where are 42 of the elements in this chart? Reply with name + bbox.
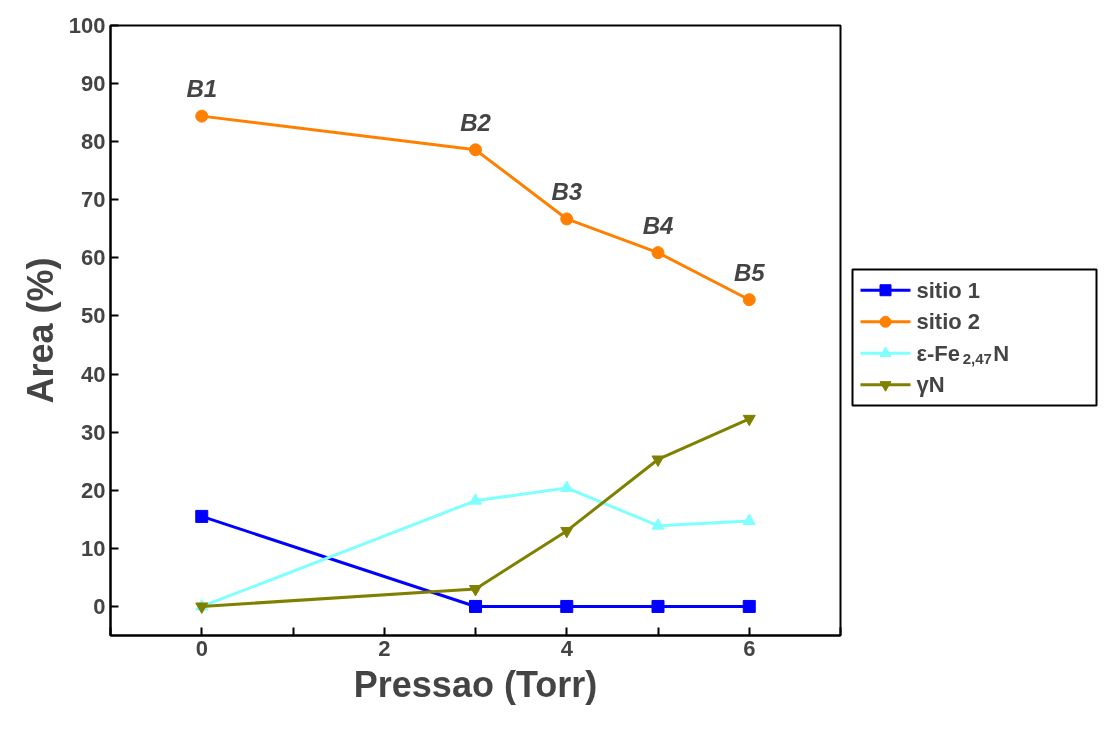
annotation: B4 <box>642 211 674 239</box>
point <box>469 599 482 613</box>
point <box>742 293 756 307</box>
y-axis-title: Area (%) <box>19 257 61 404</box>
annotation: B2 <box>460 108 492 136</box>
y-tick-label: 90 <box>81 71 106 97</box>
y-tick-label: 50 <box>81 303 106 329</box>
y-tick-label: 20 <box>81 477 106 503</box>
point <box>560 480 574 492</box>
y-tick-label: 100 <box>68 13 106 38</box>
point <box>651 455 665 467</box>
point <box>560 212 574 226</box>
annotation: B5 <box>733 258 766 286</box>
point <box>742 414 756 427</box>
x-tick-label: 4 <box>560 635 574 661</box>
annotation: B1 <box>186 75 218 103</box>
point <box>651 518 665 530</box>
legend-label: sitio 1 <box>916 277 981 303</box>
y-tick-label: 30 <box>81 419 106 445</box>
x-tick-label: 6 <box>743 635 756 661</box>
point <box>195 109 209 123</box>
legend-label: γN <box>916 372 945 398</box>
point <box>742 513 756 526</box>
point <box>742 599 756 613</box>
y-tick-label: 0 <box>93 593 106 619</box>
point <box>651 599 665 613</box>
point <box>560 599 574 613</box>
y-tick-label: 10 <box>81 535 106 561</box>
y-tick-label: 60 <box>81 245 106 271</box>
point <box>195 509 209 523</box>
y-tick-label: 40 <box>81 361 106 387</box>
legend-label: sitio 2 <box>916 309 981 335</box>
x-axis-title: Pressao (Torr) <box>353 663 598 705</box>
point <box>560 526 574 539</box>
point <box>469 493 482 505</box>
annotation: B3 <box>551 177 583 205</box>
point <box>469 143 482 157</box>
point <box>651 246 665 260</box>
x-tick-label: 0 <box>195 635 208 661</box>
y-tick-label: 70 <box>81 187 106 213</box>
y-tick-label: 80 <box>81 129 106 155</box>
x-tick-label: 2 <box>378 635 391 661</box>
